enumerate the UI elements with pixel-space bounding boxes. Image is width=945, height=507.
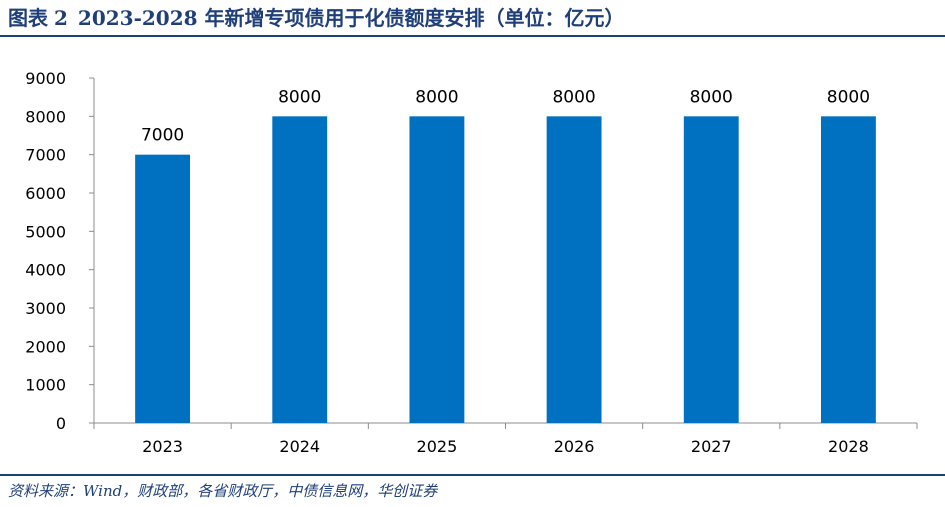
y-tick-label: 1000 xyxy=(25,376,66,395)
data-label-2027: 8000 xyxy=(690,87,733,107)
bar-2024 xyxy=(272,116,328,423)
title-divider xyxy=(0,35,945,37)
figure-number: 2 xyxy=(54,6,68,30)
bar-2023 xyxy=(135,154,191,423)
source-note: 资料来源：Wind，财政部，各省财政厅，中债信息网，华创证券 xyxy=(8,482,438,500)
x-tick-label-2026: 2026 xyxy=(554,437,595,456)
x-tick-label-2024: 2024 xyxy=(279,437,320,456)
bar-2027 xyxy=(683,116,739,423)
data-label-2024: 8000 xyxy=(278,87,321,107)
figure-title: 图表 2 2023-2028 年新增专项债用于化债额度安排（单位：亿元） xyxy=(8,2,625,34)
y-tick-label: 8000 xyxy=(25,107,66,126)
figure-label: 图表 xyxy=(8,6,48,30)
data-label-2025: 8000 xyxy=(415,87,458,107)
data-label-2026: 8000 xyxy=(552,87,595,107)
x-tick-label-2027: 2027 xyxy=(691,437,732,456)
x-tick-label-2028: 2028 xyxy=(828,437,869,456)
x-tick-label-2025: 2025 xyxy=(417,437,458,456)
bar-2028 xyxy=(820,116,876,423)
y-tick-label: 6000 xyxy=(25,184,66,203)
y-tick-label: 9000 xyxy=(25,69,66,88)
y-tick-label: 7000 xyxy=(25,146,66,165)
x-tick-label-2023: 2023 xyxy=(142,437,183,456)
y-tick-label: 0 xyxy=(56,414,66,433)
data-label-2028: 8000 xyxy=(827,87,870,107)
bar-2026 xyxy=(546,116,602,423)
bar-chart: 0 1000 2000 3000 4000 5000 6000 7000 8000 9000 700… xyxy=(25,69,918,456)
y-tick-label: 3000 xyxy=(25,299,66,318)
y-tick-label: 2000 xyxy=(25,337,66,356)
source-divider xyxy=(0,474,945,476)
data-label-2023: 7000 xyxy=(141,126,184,146)
bar-2025 xyxy=(409,116,465,423)
figure-caption: 2023-2028 年新增专项债用于化债额度安排（单位：亿元） xyxy=(77,6,625,30)
y-tick-label: 4000 xyxy=(25,261,66,280)
y-tick-label: 5000 xyxy=(25,222,66,241)
